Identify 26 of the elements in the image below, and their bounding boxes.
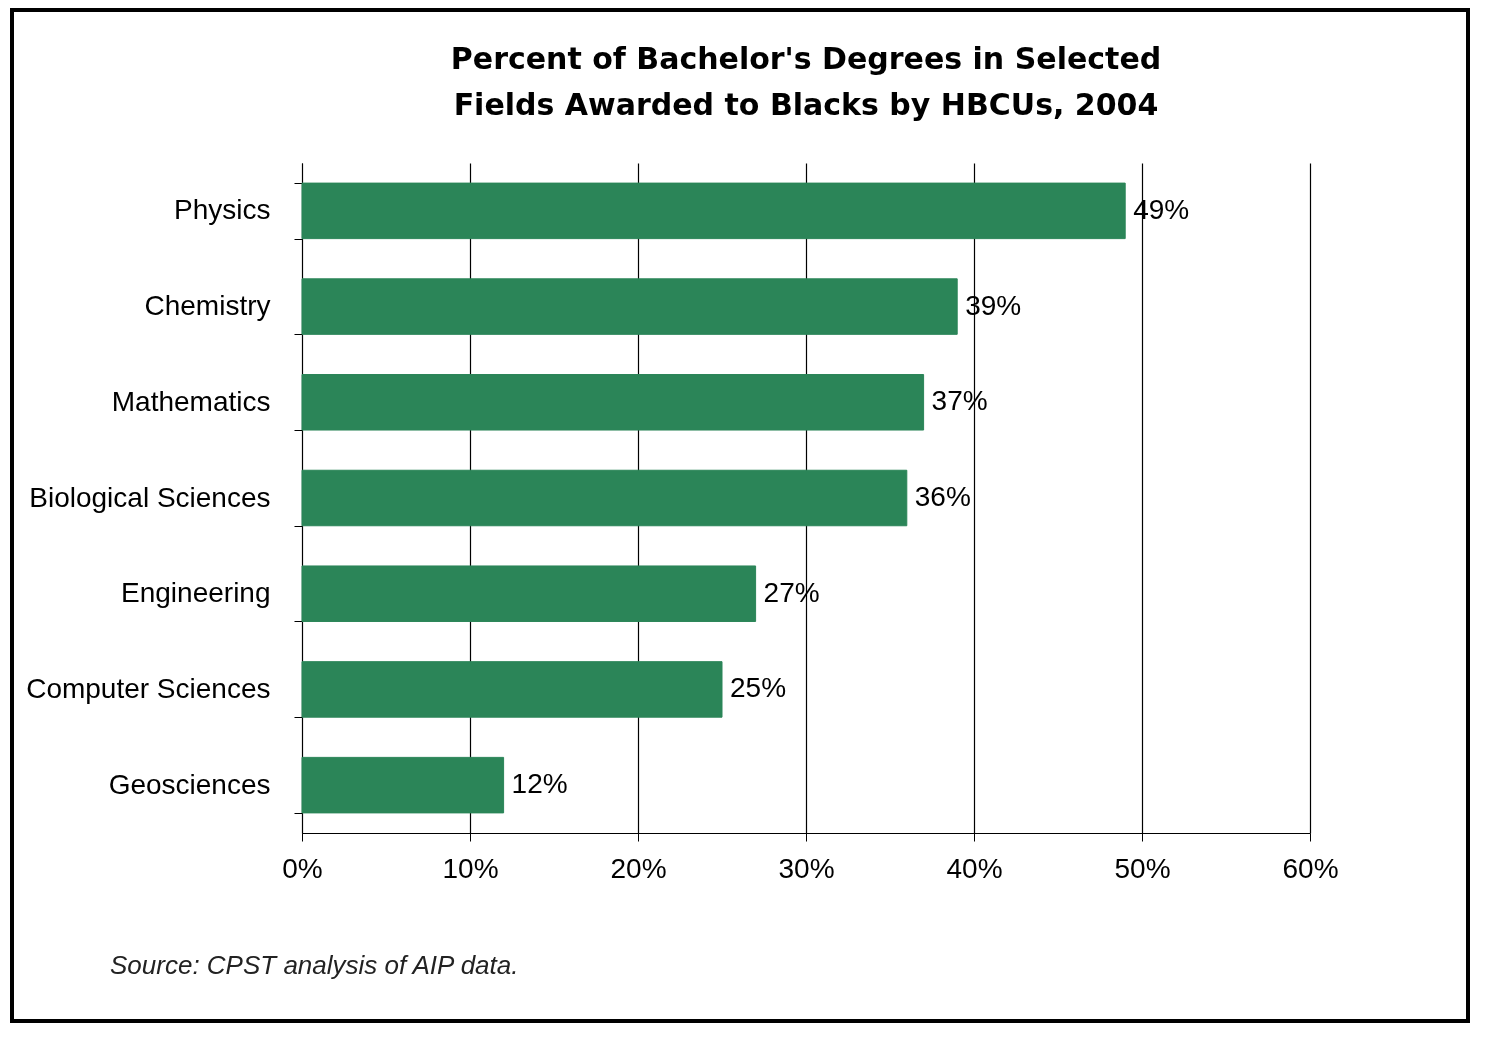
- bar: [301, 661, 723, 718]
- source-note: Source: CPST analysis of AIP data.: [110, 950, 519, 981]
- y-tick-label: Engineering: [121, 577, 271, 609]
- bar: [301, 374, 925, 431]
- data-label: 36%: [914, 481, 971, 512]
- x-tick-label: 0%: [282, 852, 323, 884]
- data-label: 12%: [511, 768, 568, 800]
- y-tick-label: Geosciences: [108, 768, 271, 800]
- bar: [301, 278, 958, 335]
- x-tick-label: 60%: [1282, 852, 1339, 884]
- y-tick-label: Chemistry: [144, 290, 271, 322]
- x-tick-label: 20%: [610, 852, 667, 884]
- data-label: 25%: [730, 672, 787, 704]
- bar: [301, 756, 505, 814]
- x-tick-label: 50%: [1114, 852, 1171, 884]
- bar: [301, 182, 1126, 240]
- x-tick-label: 40%: [946, 852, 1003, 884]
- x-tick-label: 10%: [442, 852, 499, 884]
- y-tick-label: Computer Sciences: [26, 672, 271, 704]
- chart-title: Percent of Bachelor's Degrees in Selected Fields Awarded to Blacks by HBCUs, 2004: [450, 41, 1162, 122]
- bar: [301, 469, 908, 527]
- y-tick-label: Physics: [174, 194, 271, 226]
- bar: [301, 565, 757, 622]
- y-tick-label: Mathematics: [111, 385, 271, 417]
- x-tick-label: 30%: [778, 852, 835, 884]
- y-tick-label: Biological Sciences: [29, 481, 271, 513]
